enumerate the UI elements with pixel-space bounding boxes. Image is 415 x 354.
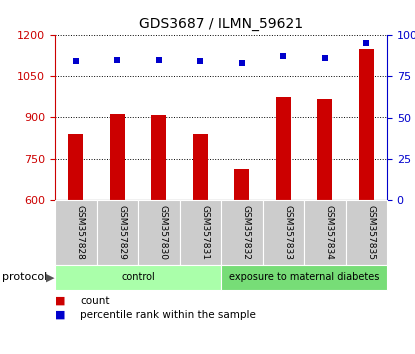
Point <box>156 57 162 63</box>
Point <box>239 60 245 66</box>
Point <box>322 55 328 61</box>
Bar <box>97 200 138 265</box>
Bar <box>55 200 97 265</box>
Point <box>280 53 287 59</box>
Text: GSM357834: GSM357834 <box>325 205 334 260</box>
Bar <box>317 99 332 200</box>
Point <box>73 58 79 64</box>
Bar <box>359 49 374 200</box>
Bar <box>221 265 387 290</box>
Text: GSM357833: GSM357833 <box>283 205 292 260</box>
Bar <box>234 169 249 200</box>
Bar <box>276 97 290 200</box>
Bar <box>110 114 124 200</box>
Bar <box>55 265 221 290</box>
Text: GSM357828: GSM357828 <box>76 205 85 260</box>
Text: control: control <box>121 273 155 282</box>
Bar <box>151 115 166 200</box>
Bar <box>304 200 346 265</box>
Point <box>363 40 370 46</box>
Text: GSM357830: GSM357830 <box>159 205 168 260</box>
Text: GSM357832: GSM357832 <box>242 205 251 260</box>
Text: count: count <box>80 296 110 306</box>
Text: ▶: ▶ <box>46 273 54 282</box>
Bar <box>193 134 208 200</box>
Bar <box>180 200 221 265</box>
Text: ■: ■ <box>55 296 66 306</box>
Bar <box>138 200 180 265</box>
Text: percentile rank within the sample: percentile rank within the sample <box>80 310 256 320</box>
Text: GSM357831: GSM357831 <box>200 205 209 260</box>
Text: GSM357835: GSM357835 <box>366 205 375 260</box>
Text: ■: ■ <box>55 310 66 320</box>
Bar <box>346 200 387 265</box>
Point <box>197 58 204 64</box>
Bar <box>263 200 304 265</box>
Text: protocol: protocol <box>2 273 47 282</box>
Title: GDS3687 / ILMN_59621: GDS3687 / ILMN_59621 <box>139 17 303 31</box>
Bar <box>68 134 83 200</box>
Bar <box>221 200 263 265</box>
Text: GSM357829: GSM357829 <box>117 205 126 260</box>
Text: exposure to maternal diabetes: exposure to maternal diabetes <box>229 273 379 282</box>
Point <box>114 57 121 63</box>
